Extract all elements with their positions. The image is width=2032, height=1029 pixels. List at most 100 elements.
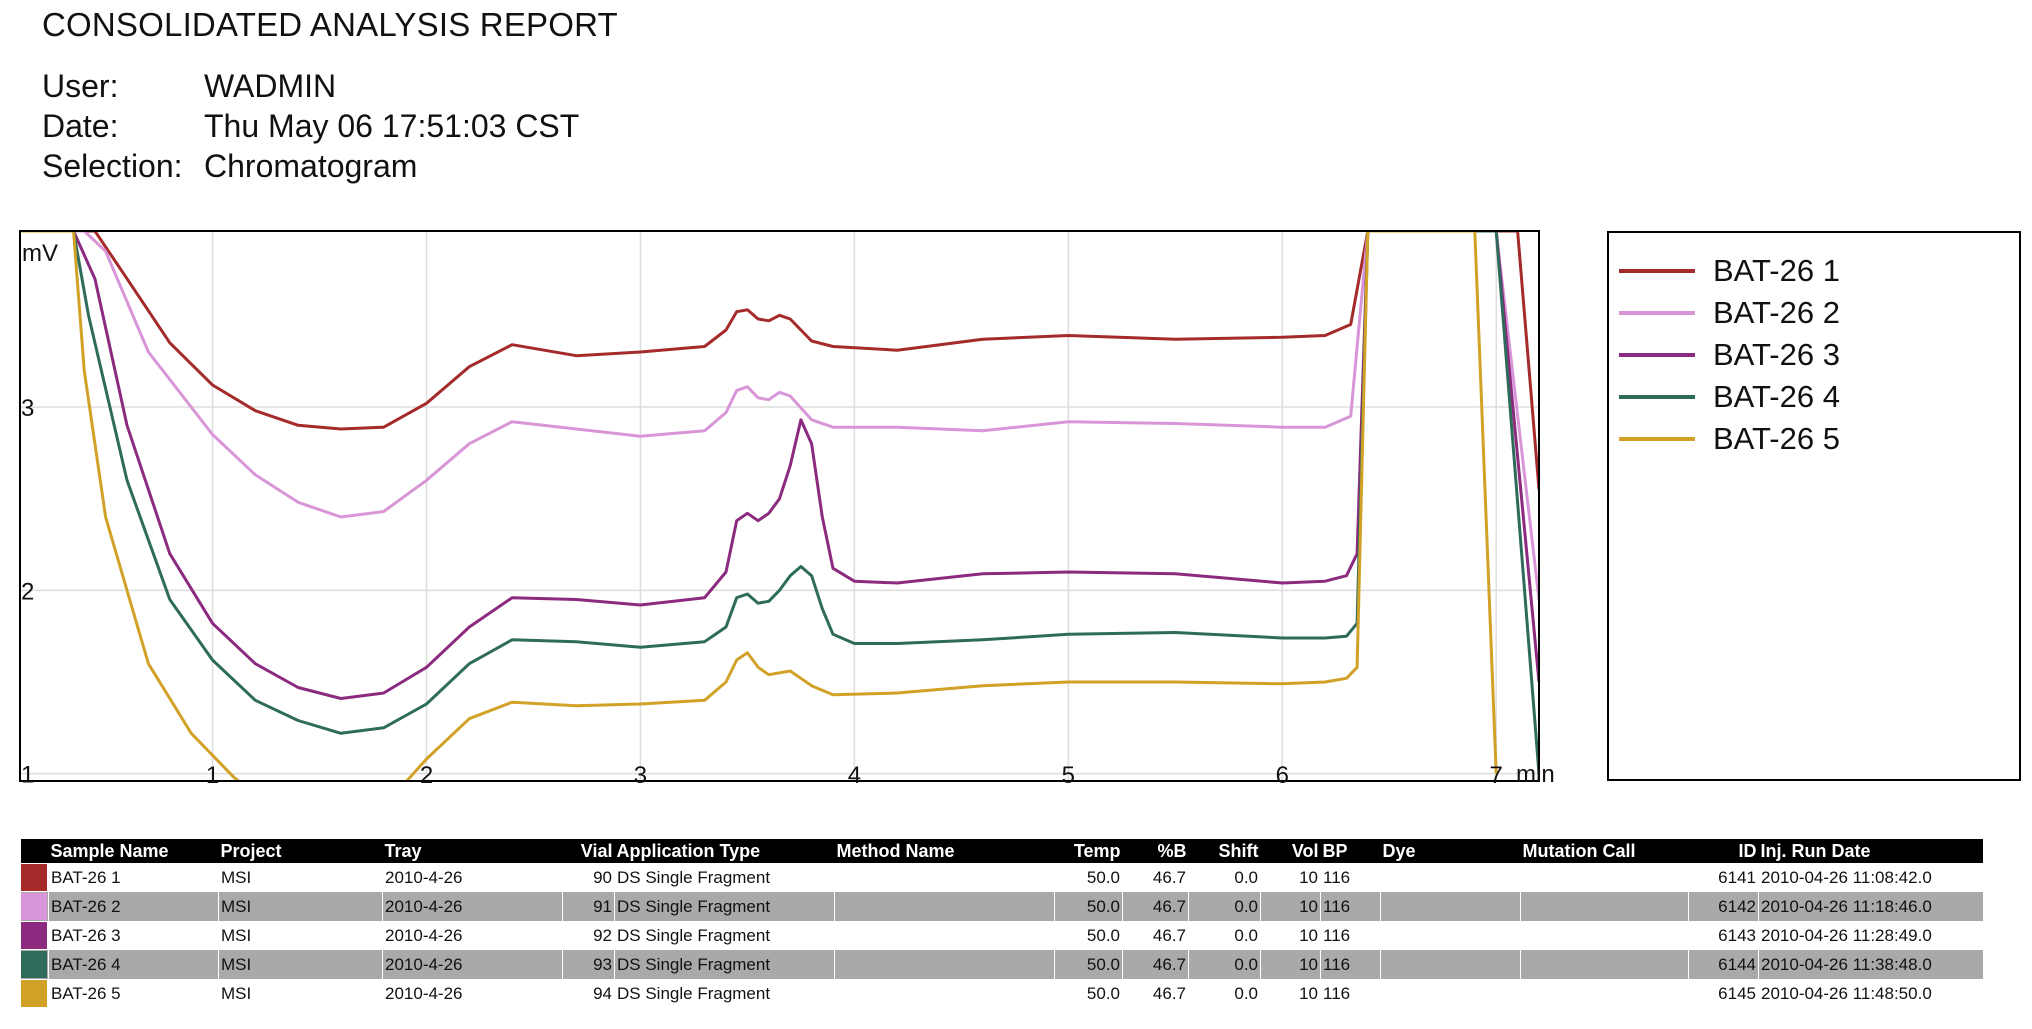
x-tick-label: 2 [420, 762, 433, 789]
table-body: BAT-26 1 MSI 2010-4-26 90 DS Single Fragment… [20, 863, 1983, 1008]
series-line-1 [20, 231, 1539, 490]
table-cell: 46.7 [1122, 979, 1189, 1008]
meta-date-label: Date: [42, 108, 119, 144]
column-header[interactable]: Temp [1054, 839, 1123, 863]
table-cell: 10 [1260, 863, 1321, 892]
report-header: CONSOLIDATED ANALYSIS REPORT User: WADMIN… [42, 6, 618, 186]
table-cell [1380, 979, 1521, 1008]
column-header[interactable]: Sample Name [48, 839, 219, 863]
table-cell: 0.0 [1188, 892, 1261, 921]
table-header-row: Sample Name Project Tray Vial Application Ty… [20, 839, 1983, 863]
legend-swatch [1619, 395, 1695, 399]
table-cell: DS Single Fragment [614, 863, 835, 892]
row-color-swatch [20, 892, 49, 921]
column-header[interactable]: ID [1688, 839, 1759, 863]
column-header[interactable]: Vial [562, 839, 615, 863]
table-cell [1520, 892, 1689, 921]
table-row[interactable]: BAT-26 4 MSI 2010-4-26 93 DS Single Fragment… [20, 950, 1983, 979]
report-title: CONSOLIDATED ANALYSIS REPORT [42, 6, 618, 43]
column-header-swatch [20, 839, 49, 863]
column-header[interactable]: Tray [382, 839, 563, 863]
table-cell: 93 [562, 950, 615, 979]
table-cell: 0.0 [1188, 950, 1261, 979]
table-cell [1520, 921, 1689, 950]
table-cell [1380, 950, 1521, 979]
meta-user-value: WADMIN [204, 68, 337, 104]
chart-legend: BAT-26 1 BAT-26 2 BAT-26 3 BAT-26 4 BAT-26 5 [1607, 231, 2021, 781]
table-cell [1380, 921, 1521, 950]
chromatogram-chart: 1 2 3 4 5 6 7 1 2 3 mV min [19, 230, 1555, 789]
table-cell: DS Single Fragment [614, 921, 835, 950]
meta-selection-label: Selection: [42, 148, 183, 184]
table-cell: 10 [1260, 892, 1321, 921]
series-line-4 [20, 231, 1539, 774]
column-header[interactable]: Application Type [614, 839, 835, 863]
table-cell: MSI [218, 950, 383, 979]
column-header[interactable]: BP [1320, 839, 1381, 863]
column-header[interactable]: Mutation Call [1520, 839, 1689, 863]
table-cell [1380, 892, 1521, 921]
table-cell: 116 [1320, 863, 1381, 892]
x-tick-label: 1 [206, 762, 219, 789]
table-cell: 116 [1320, 979, 1381, 1008]
table-cell: 46.7 [1122, 863, 1189, 892]
meta-date-value: Thu May 06 17:51:03 CST [204, 108, 580, 144]
meta-selection-row: Selection: Chromatogram [42, 146, 618, 186]
table-cell: 50.0 [1054, 863, 1123, 892]
table-row[interactable]: BAT-26 1 MSI 2010-4-26 90 DS Single Fragment… [20, 863, 1983, 892]
column-header[interactable]: Vol [1260, 839, 1321, 863]
meta-user-label: User: [42, 68, 119, 104]
table-cell [834, 921, 1055, 950]
column-header[interactable]: Shift [1188, 839, 1261, 863]
table-cell: 92 [562, 921, 615, 950]
sample-table: Sample Name Project Tray Vial Application Ty… [20, 839, 1983, 1008]
table-cell: 116 [1320, 921, 1381, 950]
table-cell: 50.0 [1054, 979, 1123, 1008]
table-cell: MSI [218, 979, 383, 1008]
legend-label: BAT-26 5 [1713, 421, 1840, 456]
row-color-swatch-box [21, 980, 47, 1007]
table-cell [1520, 950, 1689, 979]
column-header[interactable]: Project [218, 839, 383, 863]
chart-grid [20, 231, 1539, 781]
row-color-swatch-box [21, 922, 47, 949]
table-cell: 10 [1260, 979, 1321, 1008]
legend-label: BAT-26 1 [1713, 253, 1840, 288]
table-cell: 2010-4-26 [382, 892, 563, 921]
table-cell [1520, 863, 1689, 892]
table-cell: 10 [1260, 950, 1321, 979]
table-cell: BAT-26 1 [48, 863, 219, 892]
plot-frame [19, 230, 1540, 782]
row-color-swatch [20, 863, 49, 892]
table-cell [834, 892, 1055, 921]
table-cell: 2010-4-26 [382, 863, 563, 892]
table-row[interactable]: BAT-26 5 MSI 2010-4-26 94 DS Single Fragment… [20, 979, 1983, 1008]
column-header[interactable]: Method Name [834, 839, 1055, 863]
table-cell: 6141 [1688, 863, 1759, 892]
table-cell: 50.0 [1054, 892, 1123, 921]
meta-date-row: Date: Thu May 06 17:51:03 CST [42, 106, 618, 146]
table-cell: 2010-4-26 [382, 921, 563, 950]
column-header[interactable]: %B [1122, 839, 1189, 863]
legend-label: BAT-26 4 [1713, 379, 1840, 414]
y-tick-label: 2 [21, 578, 34, 605]
series-line-2 [20, 231, 1539, 600]
row-color-swatch [20, 921, 49, 950]
table-cell: 6145 [1688, 979, 1759, 1008]
table-cell: 2010-04-26 11:18:46.0 [1758, 892, 1983, 921]
column-header[interactable]: Inj. Run Date [1758, 839, 1983, 863]
table-cell: MSI [218, 892, 383, 921]
x-tick-label: 3 [634, 762, 647, 789]
table-cell: DS Single Fragment [614, 950, 835, 979]
column-header[interactable]: Dye [1380, 839, 1521, 863]
table-cell: 2010-04-26 11:08:42.0 [1758, 863, 1983, 892]
table-cell: 2010-04-26 11:48:50.0 [1758, 979, 1983, 1008]
table-row[interactable]: BAT-26 2 MSI 2010-4-26 91 DS Single Fragment… [20, 892, 1983, 921]
legend-swatch [1619, 269, 1695, 273]
table-row[interactable]: BAT-26 3 MSI 2010-4-26 92 DS Single Fragment… [20, 921, 1983, 950]
y-tick-label: 1 [21, 762, 34, 789]
meta-selection-value: Chromatogram [204, 148, 418, 184]
table-cell: 10 [1260, 921, 1321, 950]
x-axis-label: min [1516, 761, 1555, 788]
table-cell: 2010-4-26 [382, 950, 563, 979]
